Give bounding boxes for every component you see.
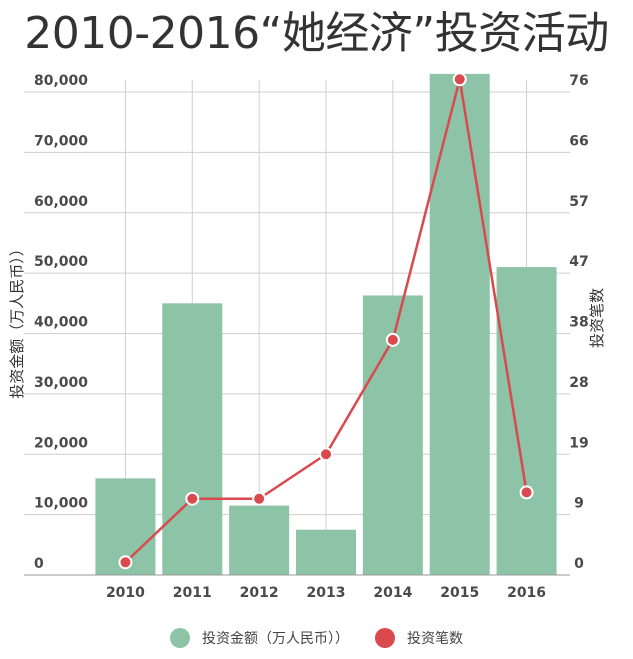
x-tick-label: 2011 [173,585,212,601]
line-point [252,491,267,506]
y-left-tick-label: 80,000 [34,73,88,89]
legend-swatch-amount [170,628,190,648]
y-left-axis-title: 投资金额（万人民币）） [8,241,26,399]
y-left-tick-label: 40,000 [34,315,88,331]
legend-label-amount: 投资金额（万人民币）） [202,631,349,647]
y-right-tick-label: 38 [569,315,588,331]
bar-layer [95,73,557,575]
line-layer [118,72,534,570]
bar [429,73,490,575]
line-point [385,332,400,347]
bar [162,303,223,575]
line-point [452,72,467,87]
x-tick-label: 2016 [507,585,546,601]
y-left-tick-label: 30,000 [34,375,88,391]
x-tick-label: 2014 [373,585,412,601]
y-right-tick-label: 66 [569,133,588,149]
y-right-tick-label: 47 [569,254,588,270]
x-tick-label: 2010 [106,585,145,601]
legend-swatch-count [375,628,395,648]
combo-chart: 0 0 10,000 9 20,000 19 30,000 28 40,000 38 50,000 4… [8,72,606,601]
y-right-tick-label: 28 [569,375,588,391]
y-left-tick-label: 10,000 [34,496,88,512]
bar [496,267,557,575]
legend-item-count[interactable]: 投资笔数 [375,628,463,648]
x-tick-label: 2012 [240,585,279,601]
legend-item-amount[interactable]: 投资金额（万人民币）） [170,628,349,648]
y-left-tick-label: 0 [34,556,44,572]
x-tick-label: 2015 [440,585,479,601]
y-right-axis-title: 投资笔数 [588,288,606,348]
y-left-tick-label: 60,000 [34,194,88,210]
y-left-tick-label: 20,000 [34,435,88,451]
y-right-tick-label: 19 [569,435,588,451]
y-right-tick-label: 76 [569,73,588,89]
x-tick-label: 2013 [307,585,346,601]
legend: 投资金额（万人民币）） 投资笔数 [0,628,633,648]
bar [229,505,290,575]
line-point [519,485,534,500]
y-right-tick-label: 9 [574,496,584,512]
y-left-tick-label: 70,000 [34,133,88,149]
line-point [185,491,200,506]
line-point [319,447,333,462]
y-right-tick-label: 0 [574,556,584,572]
chart-title: 2010-2016“她经济”投资活动 [24,8,609,59]
label-layer: 0 0 10,000 9 20,000 19 30,000 28 40,000 38 50,000 4… [8,73,606,601]
y-left-tick-label: 50,000 [34,254,88,270]
bar [296,529,356,575]
y-right-tick-label: 57 [569,194,588,210]
line-point [118,555,133,570]
legend-label-count: 投资笔数 [407,631,463,647]
